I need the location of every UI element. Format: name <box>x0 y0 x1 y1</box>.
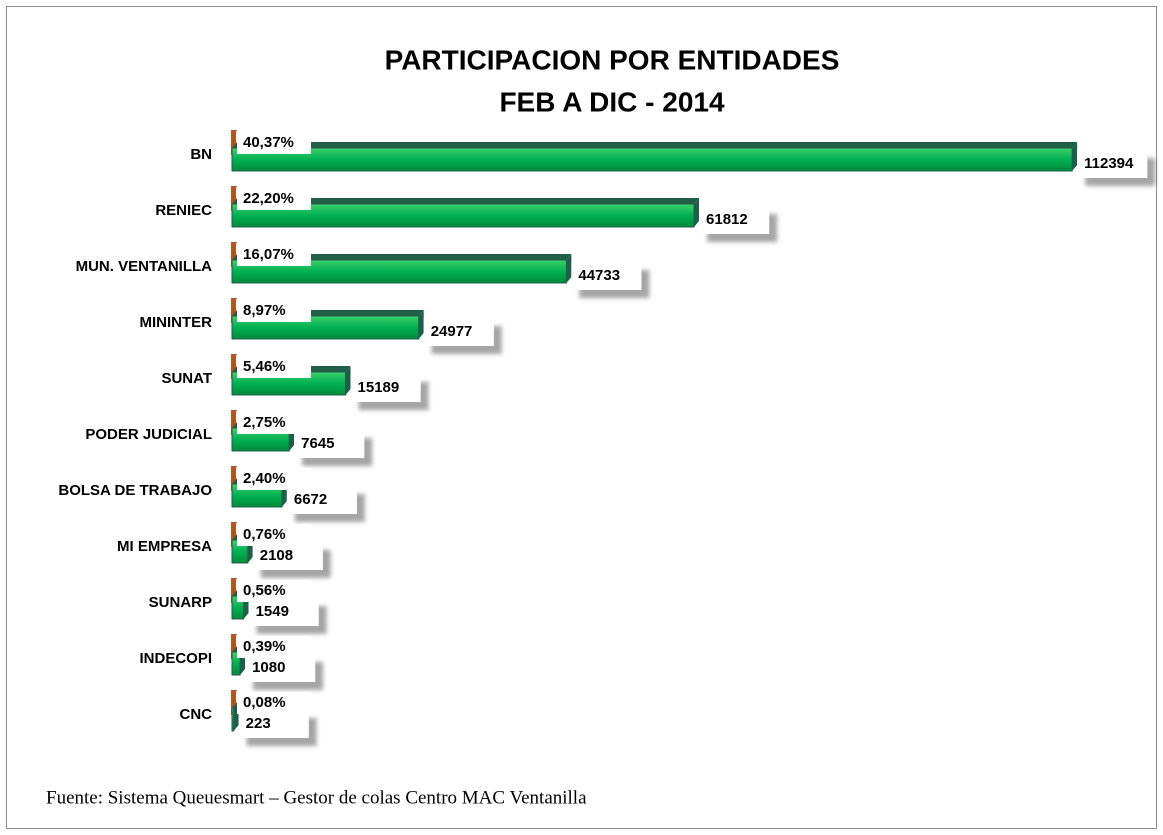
percent-label: 8,97% <box>243 302 286 319</box>
bar-edge <box>231 298 236 323</box>
value-label: 1080 <box>252 659 285 676</box>
bar <box>231 147 1073 172</box>
value-label: 2108 <box>260 547 293 564</box>
bar-edge <box>231 186 236 211</box>
bar-side <box>694 198 700 227</box>
bar-edge <box>231 242 236 267</box>
percent-label: 0,08% <box>243 694 286 711</box>
bar-edge <box>231 690 236 715</box>
value-label: 7645 <box>301 435 334 452</box>
percent-label: 0,56% <box>243 582 286 599</box>
category-label: MININTER <box>140 314 213 331</box>
value-label: 6672 <box>294 491 327 508</box>
value-label-box <box>423 318 494 346</box>
bar-edge <box>231 634 236 659</box>
category-label: MI EMPRESA <box>117 538 212 555</box>
category-label: MUN. VENTANILLA <box>76 258 213 275</box>
percent-label-box <box>237 244 311 266</box>
percent-label: 0,76% <box>243 526 286 543</box>
bar <box>231 651 241 676</box>
chart-title: PARTICIPACION POR ENTIDADES <box>385 44 840 75</box>
percent-label-box <box>237 468 311 490</box>
bar-edge <box>231 466 236 491</box>
value-label-box <box>294 430 365 458</box>
value-label-box <box>350 374 421 402</box>
bar <box>231 259 567 284</box>
category-label: PODER JUDICIAL <box>85 426 212 443</box>
percent-label: 40,37% <box>243 134 294 151</box>
category-label: SUNAT <box>161 370 212 387</box>
value-label-box <box>1077 150 1148 178</box>
percent-label-box <box>237 300 311 322</box>
percent-label-box <box>237 524 311 546</box>
bar-edge <box>231 522 236 547</box>
percent-label: 5,46% <box>243 358 286 375</box>
bar-side <box>566 254 572 283</box>
value-label-box <box>252 542 323 570</box>
category-label: CNC <box>180 706 213 723</box>
percent-label-box <box>237 692 311 714</box>
category-label: SUNARP <box>149 594 212 611</box>
percent-label: 22,20% <box>243 190 294 207</box>
value-label: 24977 <box>431 323 473 340</box>
bar-depth <box>232 254 572 260</box>
percent-label-box <box>237 580 311 602</box>
bar-side <box>345 366 351 395</box>
value-label: 223 <box>246 715 271 732</box>
percent-label: 16,07% <box>243 246 294 263</box>
percent-label-box <box>237 356 311 378</box>
percent-label-box <box>237 636 311 658</box>
percent-label: 2,75% <box>243 414 286 431</box>
percent-label-box <box>237 412 311 434</box>
bar-edge <box>231 130 236 155</box>
bar-edge <box>231 578 236 603</box>
percent-label-box <box>237 188 311 210</box>
category-label: INDECOPI <box>139 650 212 667</box>
bar-edge <box>231 354 236 379</box>
bar-depth <box>232 142 1078 148</box>
value-label: 44733 <box>578 267 620 284</box>
bar <box>231 707 235 732</box>
category-label: BN <box>190 146 212 163</box>
value-label-box <box>286 486 357 514</box>
chart-subtitle: FEB A DIC - 2014 <box>499 86 725 117</box>
bar-depth <box>232 198 700 204</box>
bar <box>231 203 695 228</box>
value-label-box <box>245 654 316 682</box>
value-label: 112394 <box>1084 155 1134 172</box>
category-label: RENIEC <box>155 202 212 219</box>
value-label-box <box>238 710 309 738</box>
value-label: 1549 <box>256 603 289 620</box>
value-label-box <box>699 206 770 234</box>
category-label: BOLSA DE TRABAJO <box>58 482 212 499</box>
value-label: 15189 <box>358 379 400 396</box>
value-label-box <box>571 262 642 290</box>
percent-label: 0,39% <box>243 638 286 655</box>
percent-label: 2,40% <box>243 470 286 487</box>
value-label-box <box>248 598 319 626</box>
value-label: 61812 <box>706 211 748 228</box>
source-note: Fuente: Sistema Queuesmart – Gestor de c… <box>46 787 587 808</box>
percent-label-box <box>237 132 311 154</box>
bar-side <box>418 310 424 339</box>
bar-edge <box>231 410 236 435</box>
bar-side <box>1072 142 1078 171</box>
